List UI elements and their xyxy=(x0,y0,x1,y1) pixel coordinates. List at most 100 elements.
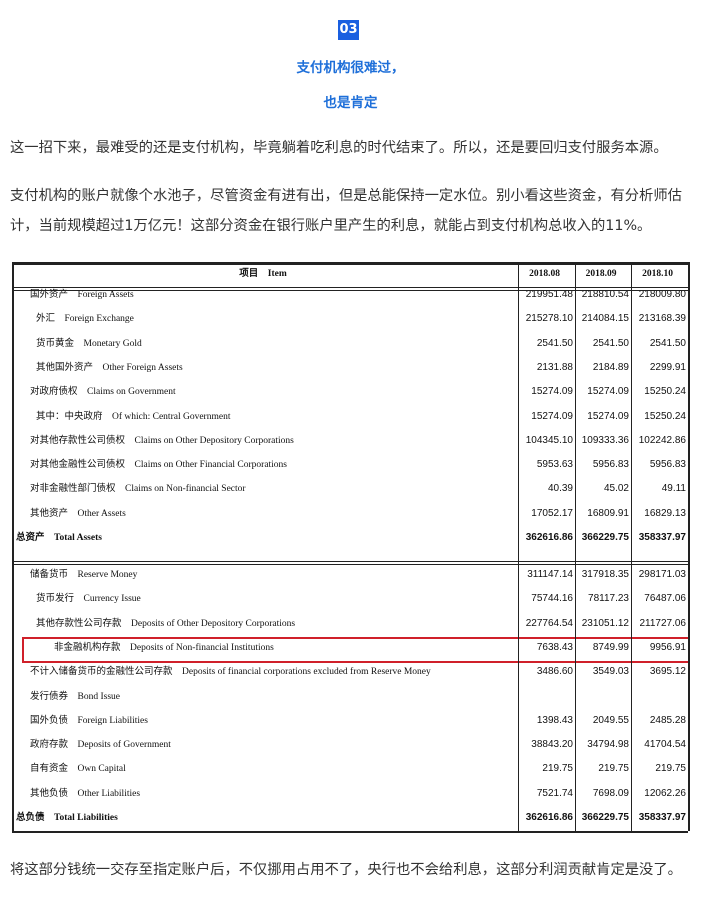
section-title: 支付机构很难过， xyxy=(296,60,405,76)
cell-value: 7521.74 xyxy=(536,787,573,799)
row-label: 国外负债 Foreign Liabilities xyxy=(30,715,148,726)
paragraph: 支付机构的账户就像个水池子，尽管资金有进有出，但是总能保持一定水位。别小看这些资… xyxy=(10,188,682,234)
cell-value: 9956.91 xyxy=(649,641,686,653)
table-border xyxy=(12,290,688,291)
row-label: 其他存款性公司存款 Deposits of Other Depository C… xyxy=(36,618,296,629)
cell-value: 317918.35 xyxy=(581,569,629,580)
cell-value: 104345.10 xyxy=(525,434,573,446)
cell-value: 227764.54 xyxy=(525,617,573,629)
cell-value: 12062.26 xyxy=(644,787,686,799)
cell-value: 5956.83 xyxy=(649,459,686,471)
cell-value: 15250.24 xyxy=(644,386,686,398)
cell-value: 2299.91 xyxy=(649,361,686,373)
row-label: 对其他金融性公司债权 Claims on Other Financial Cor… xyxy=(30,460,288,471)
cell-value: 2049.55 xyxy=(592,714,629,726)
row-label: 对非金融性部门债权 Claims on Non-financial Sector xyxy=(30,484,246,495)
cell-value: 40.39 xyxy=(547,483,573,495)
cell-value: 219.75 xyxy=(542,763,573,775)
cell-value: 76487.06 xyxy=(644,593,686,605)
column-header: 2018.10 xyxy=(642,269,673,279)
cell-value: 1398.43 xyxy=(536,714,573,726)
cell-value: 49.11 xyxy=(661,483,686,495)
cell-value: 78117.23 xyxy=(588,593,629,605)
row-label: 货币黄金 Monetary Gold xyxy=(36,338,142,349)
row-label: 总负债 Total Liabilities xyxy=(16,813,118,823)
column-header: 项目 Item xyxy=(239,269,287,279)
table-border xyxy=(12,262,688,265)
cell-value: 219.75 xyxy=(655,763,686,775)
row-label: 货币发行 Currency Issue xyxy=(36,594,141,605)
cell-value: 358337.97 xyxy=(638,812,686,823)
cell-value: 109333.36 xyxy=(581,434,629,446)
paragraph: 这一招下来，最难受的还是支付机构，毕竟躺着吃利息的时代结束了。所以，还是要回归支… xyxy=(10,140,668,156)
cell-value: 15250.24 xyxy=(644,410,686,422)
cell-value: 218810.54 xyxy=(581,289,629,300)
column-header: 2018.08 xyxy=(529,269,560,279)
highlight-box xyxy=(22,636,690,663)
paragraph: 将这部分钱统一交存至指定账户后，不仅挪用占用不了，央行也不会给利息，这部分利润贡… xyxy=(10,862,682,878)
cell-value: 41704.54 xyxy=(644,739,686,751)
column-header: 2018.09 xyxy=(585,269,617,279)
row-label: 非金融机构存款 Deposits of Non-financial Instit… xyxy=(54,642,274,653)
cell-value: 298171.03 xyxy=(638,569,686,580)
cell-value: 2131.88 xyxy=(536,361,573,373)
cell-value: 2541.50 xyxy=(536,337,573,349)
row-label: 政府存款 Deposits of Government xyxy=(30,740,171,751)
cell-value: 38843.20 xyxy=(531,739,573,751)
row-label: 外汇 Foreign Exchange xyxy=(36,314,134,325)
cell-value: 2541.50 xyxy=(649,337,686,349)
table-border xyxy=(631,262,632,831)
cell-value: 34794.98 xyxy=(587,739,629,751)
cell-value: 215278.10 xyxy=(525,313,573,325)
cell-value: 45.02 xyxy=(603,483,629,495)
table-border xyxy=(688,262,690,831)
cell-value: 2184.89 xyxy=(592,361,629,373)
row-label: 其他负债 Other Liabilities xyxy=(30,788,141,799)
row-label: 不计入储备货币的金融性公司存款 Deposits of financial co… xyxy=(30,667,431,678)
row-label: 储备货币 Reserve Money xyxy=(30,570,138,580)
section-title: 也是肯定 xyxy=(323,95,378,111)
cell-value: 8749.99 xyxy=(592,641,629,653)
cell-value: 366229.75 xyxy=(581,532,629,543)
row-label: 总资产 Total Assets xyxy=(16,533,102,543)
cell-value: 2485.28 xyxy=(649,714,686,726)
row-label: 其中：中央政府 Of which: Central Government xyxy=(36,411,231,422)
row-label: 其他国外资产 Other Foreign Assets xyxy=(36,362,183,373)
cell-value: 362616.86 xyxy=(525,812,573,823)
row-label: 国外资产 Foreign Assets xyxy=(30,290,134,300)
cell-value: 75744.16 xyxy=(531,593,573,605)
cell-value: 231051.12 xyxy=(581,617,629,629)
section-badge: 03 xyxy=(338,20,359,40)
cell-value: 7698.09 xyxy=(592,787,629,799)
row-label: 其他资产 Other Assets xyxy=(30,508,126,519)
cell-value: 219.75 xyxy=(598,763,629,775)
table-border xyxy=(12,564,688,565)
cell-value: 358337.97 xyxy=(638,532,686,543)
row-label: 自有资金 Own Capital xyxy=(30,764,126,775)
cell-value: 3486.60 xyxy=(536,666,573,678)
row-label: 对其他存款性公司债权 Claims on Other Depository Co… xyxy=(30,435,294,446)
cell-value: 15274.09 xyxy=(531,386,573,398)
table-border xyxy=(12,561,688,562)
cell-value: 211727.06 xyxy=(639,617,686,629)
cell-value: 218009.80 xyxy=(638,289,686,300)
row-label: 对政府债权 Claims on Government xyxy=(30,387,176,398)
cell-value: 5953.63 xyxy=(536,459,573,471)
cell-value: 102242.86 xyxy=(638,434,686,446)
table-border xyxy=(518,262,519,831)
row-label: 发行债券 Bond Issue xyxy=(30,691,120,702)
cell-value: 15274.09 xyxy=(587,410,629,422)
cell-value: 2541.50 xyxy=(592,337,629,349)
cell-value: 16829.13 xyxy=(644,507,686,519)
cell-value: 214084.15 xyxy=(581,313,629,325)
cell-value: 213168.39 xyxy=(638,313,686,325)
cell-value: 311147.14 xyxy=(527,569,573,580)
cell-value: 3695.12 xyxy=(649,666,686,678)
cell-value: 15274.09 xyxy=(587,386,629,398)
cell-value: 219951.48 xyxy=(525,289,573,300)
cell-value: 17052.17 xyxy=(531,507,573,519)
cell-value: 7638.43 xyxy=(536,641,573,653)
cell-value: 3549.03 xyxy=(592,666,629,678)
